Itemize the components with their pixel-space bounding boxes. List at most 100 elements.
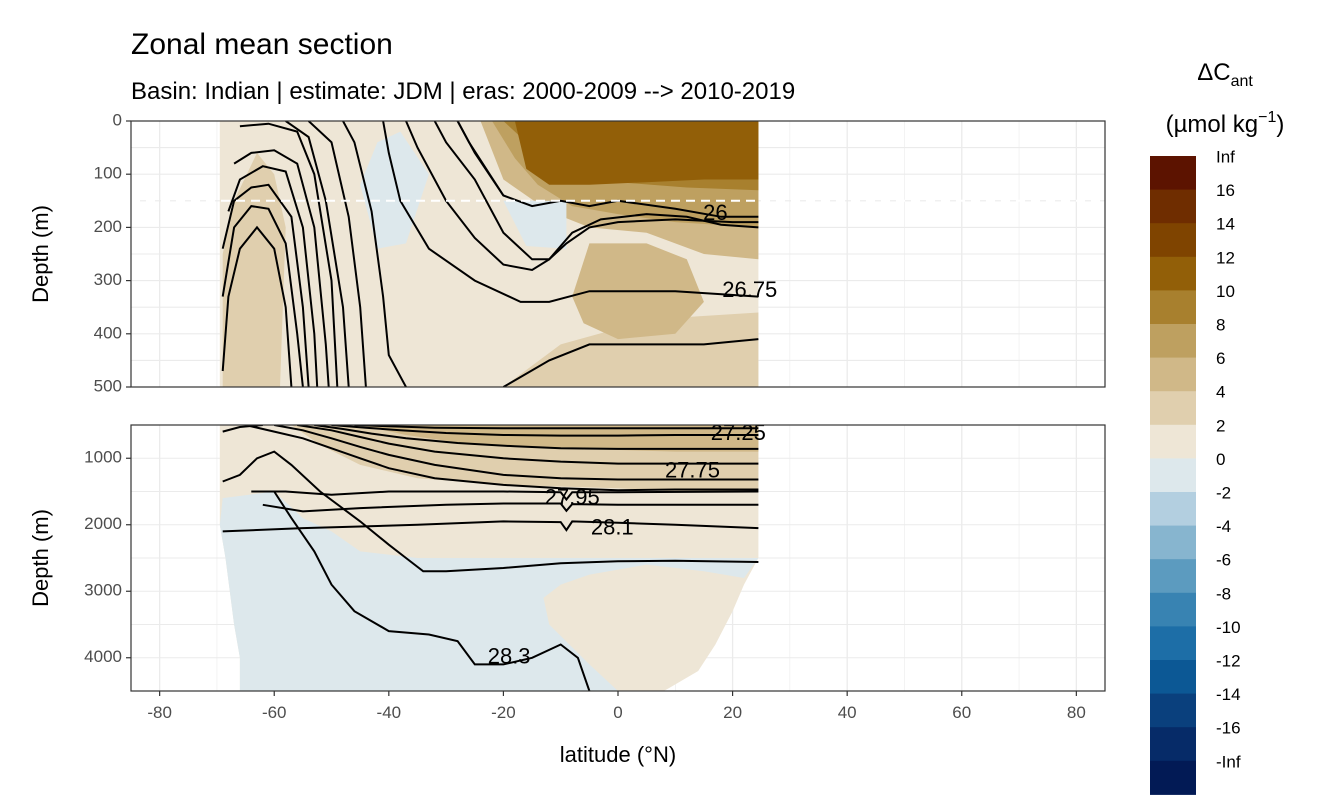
contour-label: 27.25 (711, 420, 766, 445)
y-axis-title: Depth (m) (28, 509, 53, 607)
density-contour (273, 490, 591, 691)
density-contour (251, 490, 759, 502)
contour-label: 27.95 (545, 485, 600, 510)
legend-label: -2 (1216, 483, 1231, 502)
legend-swatch (1150, 223, 1196, 258)
density-contour (221, 183, 310, 387)
x-tick-label: 80 (1067, 703, 1086, 722)
legend-label: 12 (1216, 248, 1235, 267)
legend-swatch (1150, 693, 1196, 728)
x-tick-label: 20 (723, 703, 742, 722)
x-axis-title: latitude (°N) (560, 742, 676, 767)
legend-label: 8 (1216, 315, 1225, 334)
density-contour (245, 425, 759, 492)
y-axis-title: Depth (m) (28, 205, 53, 303)
region-positive-12 (514, 121, 759, 185)
x-tick-label: 60 (952, 703, 971, 722)
x-tick-label: 40 (838, 703, 857, 722)
chart-subtitle: Basin: Indian | estimate: JDM | eras: 20… (131, 78, 795, 105)
legend-label: -6 (1216, 551, 1231, 570)
legend-label: Inf (1216, 147, 1235, 166)
legend-label: -8 (1216, 584, 1231, 603)
legend-label: -16 (1216, 719, 1241, 738)
y-tick-label: 400 (94, 323, 122, 342)
region-positive-4 (503, 312, 759, 387)
legend-label: -14 (1216, 685, 1241, 704)
legend-label: -4 (1216, 517, 1231, 536)
density-contour (262, 502, 759, 513)
contour-label: 28.1 (591, 515, 634, 540)
density-contour (227, 165, 319, 387)
x-tick-label: -40 (377, 703, 402, 722)
y-tick-label: 300 (94, 270, 122, 289)
legend-label: 6 (1216, 349, 1225, 368)
density-contour (222, 520, 759, 533)
legend-swatch (1150, 156, 1196, 191)
y-tick-label: 1000 (84, 448, 122, 467)
y-tick-label: 200 (94, 217, 122, 236)
region-near-zero (503, 200, 567, 249)
legend-label: 4 (1216, 383, 1225, 402)
density-contour (274, 425, 759, 481)
y-tick-label: 2000 (84, 514, 122, 533)
legend-title: ΔCant (1197, 59, 1253, 90)
density-contour (331, 425, 759, 437)
density-contour (222, 450, 759, 573)
density-contour (221, 225, 293, 387)
density-contour (307, 121, 367, 387)
density-contour (342, 121, 407, 387)
legend-swatch (1150, 424, 1196, 459)
density-contour (239, 122, 339, 387)
legend-swatch (1150, 492, 1196, 527)
legend-label: -12 (1216, 651, 1241, 670)
density-contour (297, 425, 759, 465)
density-contour (456, 121, 505, 197)
legend-swatch (1150, 324, 1196, 359)
x-tick-label: -80 (147, 703, 172, 722)
x-tick-label: -20 (491, 703, 516, 722)
density-contour (314, 425, 759, 450)
legend-label: 16 (1216, 181, 1235, 200)
legend-swatch (1150, 357, 1196, 392)
legend-label: 0 (1216, 450, 1225, 469)
contour-label: 27.75 (665, 457, 720, 482)
upper-panel: 26 26.75 0 100 200 300 400 500 Depth (m) (28, 110, 1106, 395)
density-contour (382, 121, 759, 303)
y-tick-label: 500 (94, 376, 122, 395)
density-contour (502, 338, 759, 387)
legend: ΔCant (µmol kg−1) Inf 16 14 12 10 8 6 4 2 0 -2 -4 -6… (1150, 59, 1284, 795)
contour-label: 26 (703, 200, 727, 225)
legend-swatch (1150, 592, 1196, 627)
density-contour (354, 425, 759, 430)
region-near-zero (219, 491, 759, 691)
legend-swatch (1150, 559, 1196, 594)
contour-label: 28.3 (488, 644, 531, 669)
legend-swatch (1150, 256, 1196, 291)
legend-swatch (1150, 290, 1196, 325)
y-tick-label: 0 (113, 110, 122, 129)
panel-contours (221, 121, 759, 387)
x-axis: -80 -60 -40 -20 0 20 40 60 80 (147, 691, 1086, 722)
contour-label: 26.75 (722, 277, 777, 302)
legend-unit: (µmol kg−1) (1166, 109, 1285, 138)
panel-contours (222, 425, 759, 691)
legend-label: 14 (1216, 215, 1235, 234)
y-tick-label: 4000 (84, 647, 122, 666)
density-contour (221, 205, 304, 387)
x-tick-label: -60 (262, 703, 287, 722)
legend-label: -10 (1216, 618, 1241, 637)
legend-swatch (1150, 525, 1196, 560)
density-contour (285, 121, 350, 387)
legend-swatch (1150, 660, 1196, 695)
legend-swatch (1150, 189, 1196, 224)
region-positive-6 (360, 425, 759, 452)
legend-swatch (1150, 458, 1196, 493)
legend-swatch (1150, 391, 1196, 426)
legend-label: -Inf (1216, 752, 1241, 771)
panel-fills (219, 121, 759, 387)
legend-swatch (1150, 727, 1196, 762)
panel-border (130, 120, 1106, 388)
lower-panel: 27.25 27.75 27.95 28.1 28.3 1000 2000 3000 4000 D… (28, 420, 1106, 692)
density-contour (433, 121, 759, 261)
